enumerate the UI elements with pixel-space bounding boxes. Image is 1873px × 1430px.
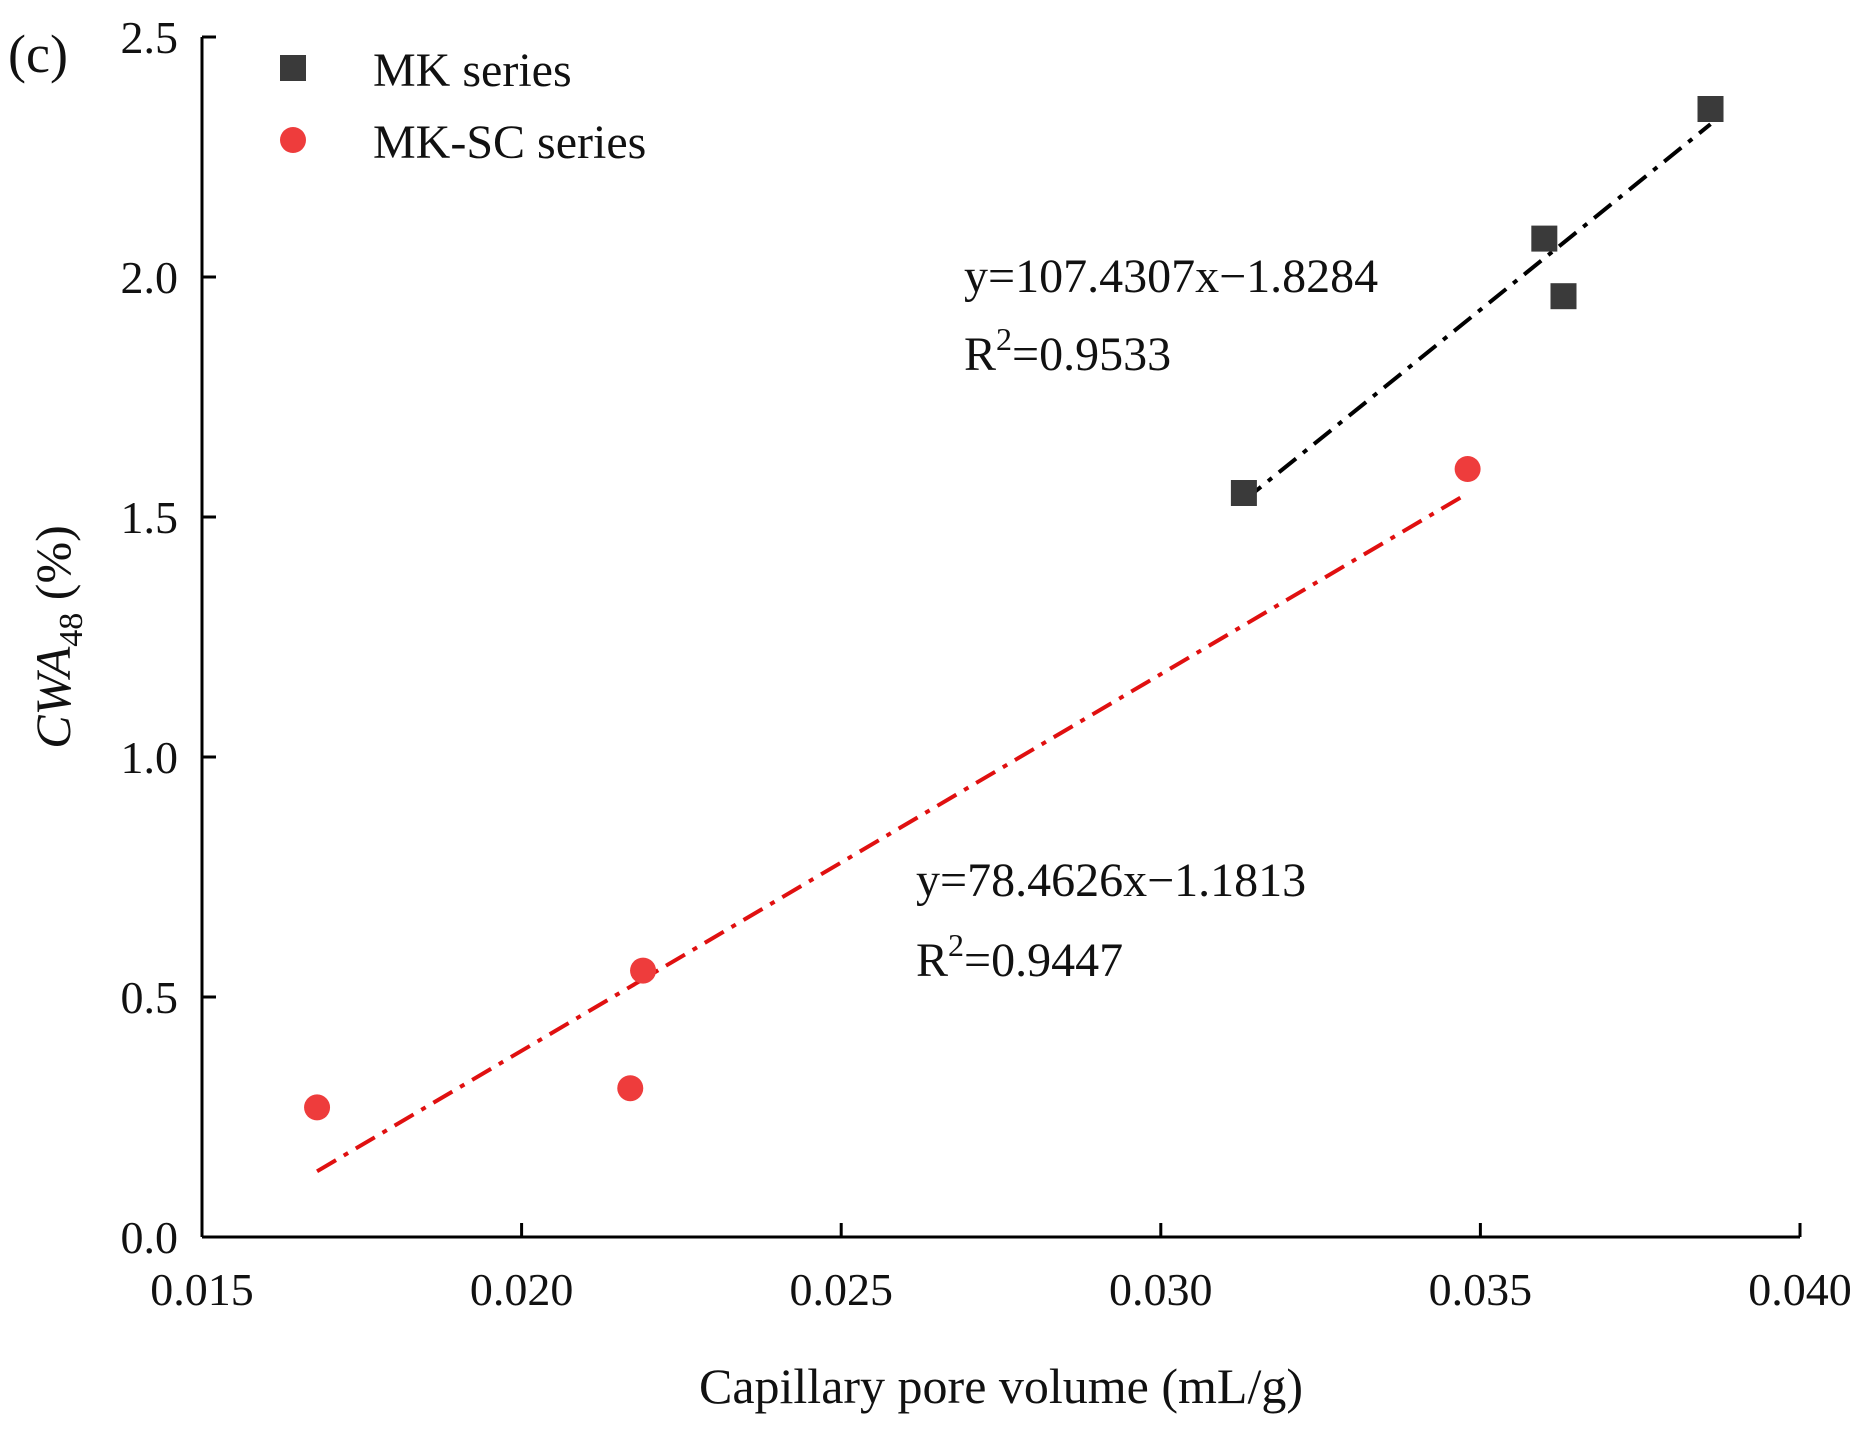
x-axis-title: Capillary pore volume (mL/g) [699, 1358, 1303, 1414]
y-axis-title: CWA48 (%) [25, 525, 90, 749]
fit-equation-mk-sc-series: y=78.4626x−1.1813 [916, 854, 1306, 907]
fit-annotation-mk-series: y=107.4307x−1.8284 R2=0.9533 [964, 250, 1378, 381]
panel-label: (c) [8, 24, 68, 84]
fit-r2-mk-series-prefix: R [964, 328, 996, 381]
fit-line-mk-sc-series [316, 491, 1469, 1174]
fit-r2-mk-sc-series: R2=0.9447 [916, 927, 1123, 987]
y-axis-title-main: CWA [25, 646, 81, 749]
fit-r2-mk-series-superscript: 2 [996, 321, 1012, 357]
fit-line-mk-series [1242, 122, 1712, 503]
fit-annotation-mk-sc-series: y=78.4626x−1.1813 R2=0.9447 [916, 854, 1306, 987]
y-axis-title-unit: (%) [25, 525, 81, 612]
data-point-mk-series [1697, 96, 1724, 122]
y-tick-label: 1.0 [121, 732, 179, 783]
legend-marker-mk-series [280, 55, 306, 81]
fit-r2-mk-series-value: =0.9533 [1012, 328, 1171, 381]
data-point-mk-series [1230, 480, 1257, 506]
y-tick-label: 2.5 [121, 12, 179, 63]
x-axis-ticks: 0.015 0.020 0.025 0.030 0.035 0.040 [150, 1223, 1852, 1315]
legend-label-mk-series: MK series [373, 44, 572, 97]
fit-r2-mk-sc-series-value: =0.9447 [964, 934, 1123, 987]
fit-lines [316, 122, 1712, 1174]
y-tick-label: 2.0 [121, 252, 179, 303]
data-point-mk-sc-series [304, 1094, 331, 1121]
fit-r2-mk-sc-series-superscript: 2 [948, 927, 964, 963]
y-axis-ticks: 0.0 0.5 1.0 1.5 2.0 2.5 [121, 12, 216, 1263]
data-point-mk-series [1531, 225, 1558, 252]
data-points [304, 96, 1724, 1121]
fit-equation-mk-series: y=107.4307x−1.8284 [964, 250, 1378, 303]
y-axis-title-subscript: 48 [53, 613, 90, 647]
data-point-mk-sc-series [1454, 456, 1481, 482]
x-tick-label: 0.035 [1429, 1264, 1533, 1315]
legend-marker-mk-sc-series [280, 127, 306, 153]
y-tick-label: 1.5 [121, 492, 179, 543]
data-point-mk-sc-series [617, 1075, 644, 1102]
legend-label-mk-sc-series: MK-SC series [373, 116, 646, 169]
x-tick-label: 0.040 [1748, 1264, 1852, 1315]
x-tick-label: 0.025 [789, 1264, 893, 1315]
legend: MK series MK-SC series [280, 44, 646, 169]
x-tick-label: 0.030 [1109, 1264, 1213, 1315]
data-point-mk-series [1550, 283, 1577, 310]
fit-r2-mk-sc-series-prefix: R [916, 934, 948, 987]
x-tick-label: 0.015 [150, 1264, 254, 1315]
y-tick-label: 0.0 [121, 1212, 179, 1263]
axes [200, 37, 1800, 1239]
y-tick-label: 0.5 [121, 972, 179, 1023]
x-tick-label: 0.020 [470, 1264, 574, 1315]
fit-r2-mk-series: R2=0.9533 [964, 321, 1171, 381]
data-point-mk-sc-series [630, 957, 657, 984]
